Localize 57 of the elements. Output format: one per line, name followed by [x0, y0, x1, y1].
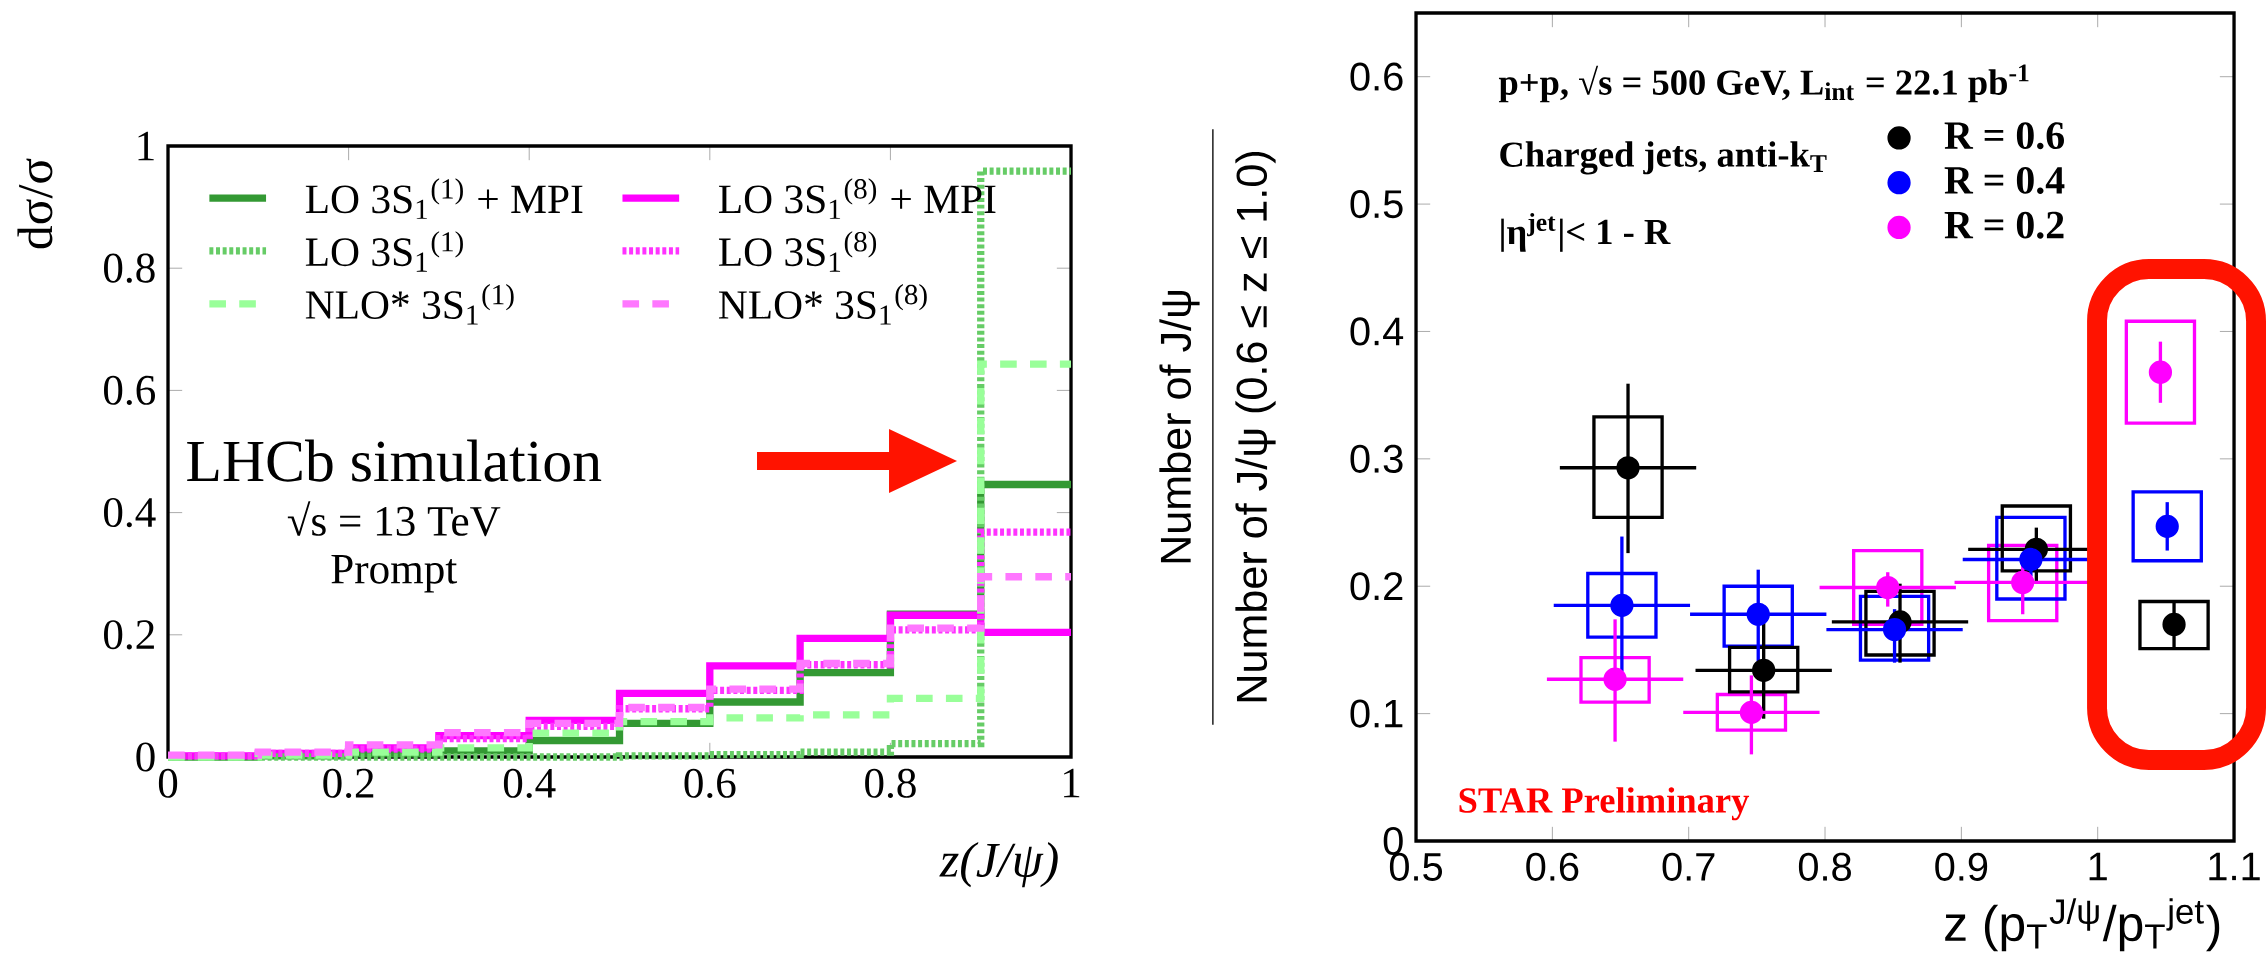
x-tick-label: 0.6	[1526, 852, 1579, 881]
point	[1746, 602, 1770, 626]
annotation: LHCb simulation	[187, 439, 602, 482]
x-axis-title: z(J/ψ)	[939, 842, 1058, 888]
legend-label: R = 0.6	[1944, 122, 2064, 150]
point	[2011, 570, 2035, 595]
legend-label: R = 0.4	[1944, 166, 2065, 194]
annotation: STAR Preliminary	[1459, 787, 1750, 821]
y-tick-label: 0.6	[104, 375, 156, 406]
annotation: Charged jets, anti-k$_{T}$	[1500, 141, 1827, 175]
point	[2148, 360, 2173, 384]
point	[1739, 700, 1764, 724]
point	[2155, 514, 2179, 538]
y-tick-label: 0.4	[104, 497, 156, 528]
x-tick-label: 0.6	[684, 768, 736, 799]
point	[1603, 667, 1627, 691]
point	[1616, 456, 1640, 480]
annotation: √s = 13 TeV	[287, 501, 501, 537]
x-tick-label: 1	[1064, 768, 1080, 798]
x-tick-label: 0.2	[323, 768, 374, 799]
x-tick-label: 0.9	[1935, 852, 1988, 881]
x-tick-label: 0	[158, 768, 178, 798]
legend-label: LO 3S$_{1}$$^{(8)}$ + MPI	[718, 178, 996, 219]
x-tick-label: 1.1	[2209, 852, 2260, 881]
text: Number of J/ψ	[1159, 291, 1200, 563]
annotation: |η$^{jet}$|< 1 - R	[1501, 213, 1671, 252]
y-tick-label: 1	[138, 131, 154, 161]
annotation: Prompt	[331, 554, 458, 593]
y-axis-title: dσ/σ	[17, 158, 53, 249]
y-tick-label: 0.2	[1350, 572, 1403, 601]
y-tick-label: 0.5	[1350, 189, 1403, 219]
x-tick-label: 1	[2089, 852, 2107, 881]
y-tick-label: 0.3	[1350, 444, 1403, 473]
legend-label: LO 3S$_{1}$(1)	[305, 231, 463, 272]
point	[1752, 658, 1776, 682]
legend-label: R = 0.2	[1944, 211, 2064, 239]
y-tick-label: 0.6	[1350, 62, 1403, 91]
point	[1882, 617, 1907, 642]
y-tick-label: 0.2	[104, 620, 154, 650]
annotation: p+p, √s = 500 GeV, L$_{int}$ = 22.1 pb$^{-1}$	[1498, 64, 2029, 103]
x-tick-label: 0.7	[1662, 852, 1715, 881]
legend-label: LO 3S$_{1}$(8)	[718, 231, 877, 272]
x-tick-label: 0.8	[1798, 852, 1851, 881]
x-tick-label: 0.8	[865, 768, 916, 799]
x-axis-title: z (p$_{T}$$^{J/ψ}$/p$_{T}$$^{jet}$)	[1945, 898, 2220, 952]
y-tick-label: 0.8	[104, 253, 155, 283]
legend-label: NLO* 3S$_{1}$(8)	[718, 284, 927, 325]
point	[2019, 547, 2043, 572]
y-tick-label: 0	[136, 742, 155, 772]
point	[1610, 593, 1634, 617]
x-tick-label: 0.4	[503, 768, 556, 799]
point	[2162, 612, 2186, 637]
text: Number of J/ψ (0.6 ≤ z ≤ 1.0)	[1235, 152, 1276, 702]
legend-label: NLO* 3S$_{1}$(1)	[305, 284, 514, 325]
y-tick-label: 0.4	[1350, 317, 1404, 346]
y-tick-label: 0.1	[1350, 699, 1403, 728]
legend-label: LO 3S$_{1}$$^{(1)}$ + MPI	[305, 178, 583, 219]
